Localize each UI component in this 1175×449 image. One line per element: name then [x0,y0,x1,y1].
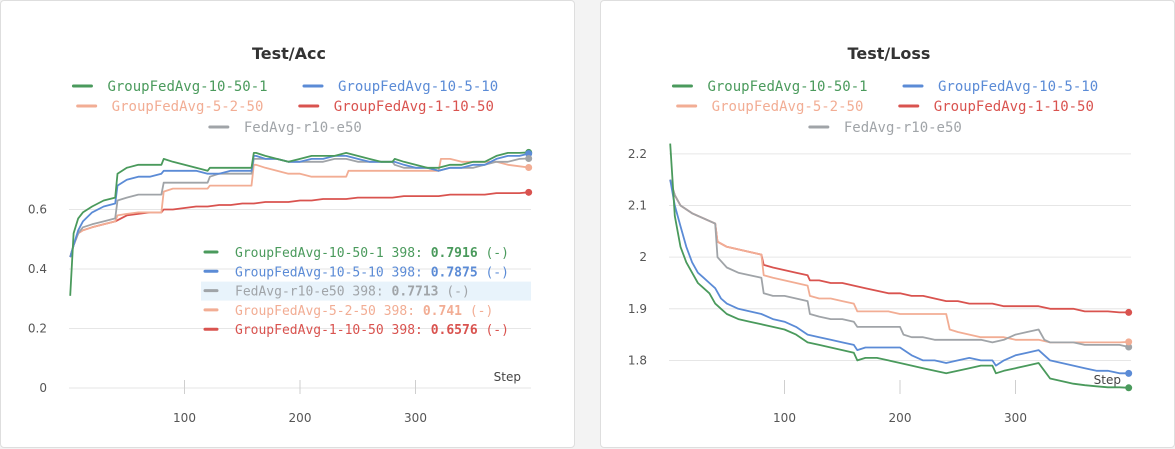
series-endpoint-GroupFedAvg-10-50-1 [1125,384,1133,392]
tooltip-row: GroupFedAvg-1-10-50 398: 0.6576 (-) [235,323,509,338]
series-line-GroupFedAvg-10-50-1 [669,143,1129,389]
legend-label: FedAvg-r10-e50 [244,120,362,136]
tooltip-step: 398: [352,285,391,300]
x-axis-label: Step [1094,373,1121,387]
chart-title: Test/Acc [252,44,326,63]
legend-label: GroupFedAvg-10-50-1 [107,79,267,95]
series-endpoint-GroupFedAvg-5-2-50 [1125,338,1133,346]
series-endpoint-GroupFedAvg-10-5-10 [1125,369,1133,377]
y-tick-label: 2.2 [628,147,647,161]
x-tick-label: 200 [289,411,312,425]
tooltip-value: 0.7875 [431,265,478,280]
legend-label: GroupFedAvg-5-2-50 [112,99,264,115]
tooltip-series-name: GroupFedAvg-10-50-1 [235,246,392,261]
tooltip-row: FedAvg-r10-e50 398: 0.7713 (-) [235,285,470,300]
tooltip-suffix: (-) [478,323,509,338]
tooltip-step: 398: [384,304,423,319]
series-endpoint-FedAvg-r10-e50 [525,154,533,162]
y-tick-label: 0.4 [28,262,47,276]
loss-chart-card: Test/Loss GroupFedAvg-10-50-1 GroupFedAvg-… [600,0,1175,448]
tooltip-series-name: GroupFedAvg-5-2-50 [235,304,384,319]
loss-chart: Test/Loss GroupFedAvg-10-50-1 GroupFedAvg-… [628,44,1133,425]
legend-label: GroupFedAvg-10-5-10 [938,79,1098,95]
legend-label: GroupFedAvg-1-10-50 [334,99,494,115]
legend-label: FedAvg-r10-e50 [844,120,962,136]
tooltip-row: GroupFedAvg-10-50-1 398: 0.7916 (-) [235,246,509,261]
tooltip-row: GroupFedAvg-5-2-50 398: 0.741 (-) [235,304,493,319]
tooltip-step: 398: [392,265,431,280]
y-tick-label: 2 [639,250,647,264]
tooltip-series-name: FedAvg-r10-e50 [235,285,352,300]
acc-chart-card: Test/Acc GroupFedAvg-10-50-1 GroupFedAvg-1… [0,0,575,448]
y-tick-label: 0.2 [28,322,47,336]
tooltip-step: 398: [392,246,431,261]
tooltip-suffix: (-) [478,246,509,261]
chart-title: Test/Loss [848,44,931,63]
y-tick-label: 1.9 [628,302,647,316]
tooltip-value: 0.7713 [392,285,439,300]
series-line-GroupFedAvg-5-2-50 [669,179,1129,344]
series-line-FedAvg-r10-e50 [669,179,1129,348]
tooltip-value: 0.7916 [431,246,478,261]
tooltip-value: 0.741 [423,304,462,319]
series-line-GroupFedAvg-10-5-10 [69,152,529,258]
tooltip-suffix: (-) [478,265,509,280]
legend-label: GroupFedAvg-10-50-1 [707,79,867,95]
y-tick-label: 0.6 [28,202,47,216]
x-tick-label: 200 [889,411,912,425]
tooltip-series-name: GroupFedAvg-10-5-10 [235,265,392,280]
x-axis-label: Step [494,370,521,384]
series-endpoint-GroupFedAvg-5-2-50 [525,163,533,171]
y-tick-label: 0 [39,381,47,395]
tooltip-suffix: (-) [462,304,493,319]
y-tick-label: 2.1 [628,199,647,213]
legend-label: GroupFedAvg-5-2-50 [712,99,864,115]
tooltip-highlight [201,281,531,301]
series-line-GroupFedAvg-10-5-10 [669,179,1129,375]
tooltip-row: GroupFedAvg-10-5-10 398: 0.7875 (-) [235,265,509,280]
series-line-GroupFedAvg-1-10-50 [669,179,1129,314]
x-tick-label: 300 [404,411,427,425]
tooltip-step: 398: [392,323,431,338]
legend-label: GroupFedAvg-10-5-10 [338,79,498,95]
series-endpoint-FedAvg-r10-e50 [1125,343,1133,351]
series-line-GroupFedAvg-10-50-1 [69,151,529,296]
x-tick-label: 100 [173,411,196,425]
series-endpoint-GroupFedAvg-10-5-10 [525,150,533,158]
tooltip-value: 0.6576 [431,323,478,338]
tooltip-series-name: GroupFedAvg-1-10-50 [235,323,392,338]
series-line-GroupFedAvg-5-2-50 [69,158,529,258]
series-line-GroupFedAvg-1-10-50 [69,191,529,258]
legend-label: GroupFedAvg-1-10-50 [934,99,1094,115]
y-tick-label: 1.8 [628,353,647,367]
x-tick-label: 300 [1004,411,1027,425]
x-tick-label: 100 [773,411,796,425]
tooltip-suffix: (-) [439,285,470,300]
series-endpoint-GroupFedAvg-1-10-50 [1125,308,1133,316]
series-endpoint-GroupFedAvg-1-10-50 [525,188,533,196]
